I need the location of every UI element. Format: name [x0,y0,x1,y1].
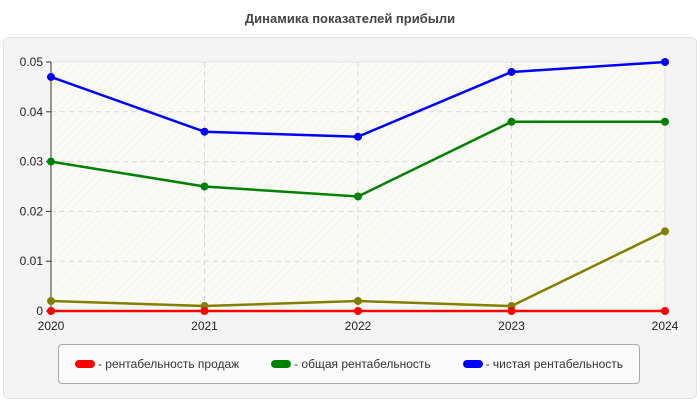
x-tick-label: 2022 [345,319,372,333]
y-tick-label: 0.04 [20,105,44,119]
grid-lines [51,61,666,311]
x-tick-label: 2024 [652,319,679,333]
legend-item-total-margin[interactable]: - общая рентабельность [271,357,431,371]
y-tick-label: 0.05 [20,55,44,69]
legend-item-net-margin[interactable]: - чистая рентабельность [462,357,624,371]
y-tick-label: 0.02 [20,204,44,218]
y-tick-label: 0.01 [20,254,44,268]
legend-swatch-blue [462,360,483,368]
legend-label: - общая рентабельность [294,357,431,371]
data-point[interactable] [354,307,362,315]
legend-label: - рентабельность продаж [97,357,240,371]
x-tick-label: 2023 [498,319,525,333]
data-point[interactable] [507,67,516,76]
x-tick-label: 2020 [38,319,65,333]
data-point[interactable] [47,307,55,315]
data-point[interactable] [354,192,362,201]
data-point[interactable] [661,307,669,315]
axes: 0 0.01 0.02 0.03 0.04 0.05 2020 2021 2022 2023 202… [20,55,679,333]
legend-label: - чистая рентабельность [485,357,624,371]
data-point[interactable] [661,58,669,66]
x-tick-label: 2021 [191,319,218,333]
data-point[interactable] [47,72,55,81]
data-point[interactable] [354,132,362,141]
data-point[interactable] [507,307,516,315]
data-point[interactable] [200,182,209,191]
data-point[interactable] [507,117,516,126]
legend: - рентабельность продаж - общая рентабел… [58,344,640,384]
legend-swatch-green [271,360,292,368]
data-point[interactable] [200,307,209,315]
data-point[interactable] [354,297,362,306]
legend-item-sales-margin[interactable]: - рентабельность продаж [74,357,240,371]
data-point[interactable] [661,227,669,236]
data-point[interactable] [47,157,55,166]
y-tick-label: 0.03 [20,155,44,169]
chart-title: Динамика показателей прибыли [244,11,456,26]
y-tick-label: 0 [36,304,43,318]
data-series [47,58,669,315]
data-point[interactable] [661,117,669,126]
legend-swatch-red [74,360,95,368]
data-point[interactable] [47,297,55,306]
data-point[interactable] [200,127,209,136]
